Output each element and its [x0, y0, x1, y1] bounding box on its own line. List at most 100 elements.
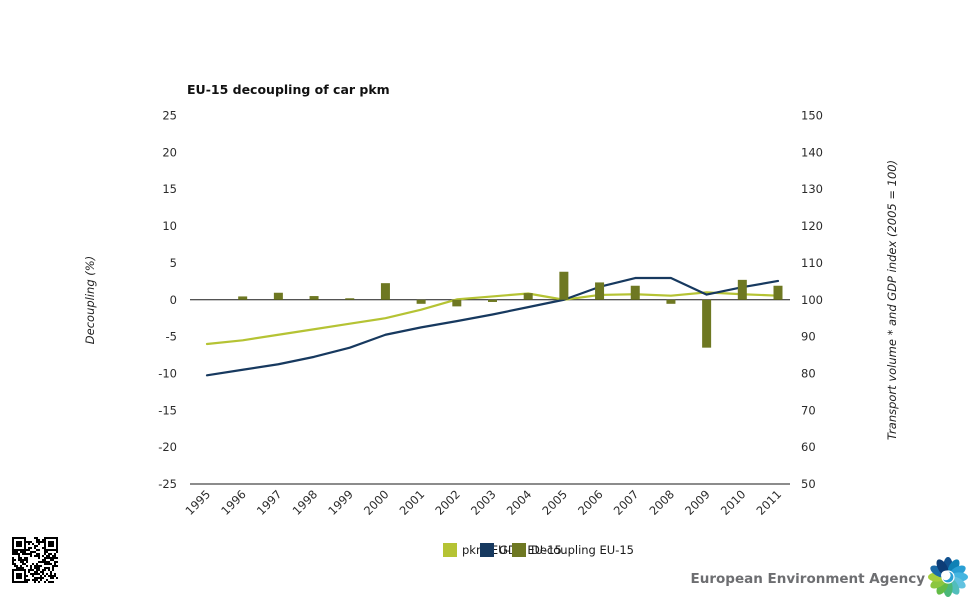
qr-module: [24, 543, 26, 545]
qr-module: [46, 551, 48, 553]
bar-2003: [488, 299, 497, 302]
qr-module: [54, 575, 56, 577]
qr-module: [52, 549, 54, 551]
qr-module: [46, 555, 48, 557]
qr-module: [36, 567, 38, 569]
qr-module: [52, 567, 54, 569]
qr-module: [38, 555, 40, 557]
qr-module: [44, 541, 46, 543]
qr-module: [32, 569, 34, 571]
qr-module: [12, 549, 14, 551]
y-tick-right-110: 110: [801, 256, 823, 270]
x-tick-2011: 2011: [754, 487, 785, 518]
qr-module: [18, 577, 20, 579]
qr-module: [46, 563, 48, 565]
qr-module: [18, 543, 20, 545]
qr-module: [54, 553, 56, 555]
qr-module: [56, 539, 58, 541]
qr-module: [48, 563, 50, 565]
qr-module: [44, 563, 46, 565]
bar-2005: [559, 271, 569, 300]
qr-module: [38, 565, 40, 567]
chart-title: EU-15 decoupling of car pkm: [187, 82, 390, 97]
qr-module: [36, 577, 38, 579]
qr-module: [52, 555, 54, 557]
bar-2011: [773, 285, 783, 300]
x-tick-2010: 2010: [718, 487, 749, 518]
qr-module: [36, 569, 38, 571]
qr-module: [54, 555, 56, 557]
qr-module: [44, 575, 46, 577]
qr-module: [56, 543, 58, 545]
x-tick-2000: 2000: [361, 487, 392, 518]
qr-module: [52, 543, 54, 545]
qr-module: [54, 563, 56, 565]
qr-module: [28, 549, 30, 551]
qr-module: [12, 537, 14, 539]
qr-module: [26, 581, 28, 583]
y-tick-left--10: -10: [158, 366, 177, 380]
x-tick-2008: 2008: [646, 487, 677, 518]
qr-module: [18, 545, 20, 547]
qr-module: [48, 549, 50, 551]
qr-module: [42, 577, 44, 579]
legend-label-decoupling: Decoupling EU-15: [531, 543, 634, 557]
qr-module: [54, 537, 56, 539]
y-tick-left--25: -25: [158, 477, 177, 491]
qr-module: [38, 581, 40, 583]
qr-module: [20, 561, 22, 563]
qr-module: [56, 577, 58, 579]
qr-module: [16, 575, 18, 577]
qr-module: [34, 567, 36, 569]
qr-module: [30, 573, 32, 575]
qr-module: [56, 551, 58, 553]
bar-1998: [309, 296, 319, 300]
qr-module: [34, 577, 36, 579]
qr-module: [28, 569, 30, 571]
bar-2002: [452, 299, 462, 307]
qr-module: [20, 543, 22, 545]
qr-module: [40, 571, 42, 573]
qr-module: [44, 581, 46, 583]
qr-module: [52, 577, 54, 579]
qr-module: [44, 539, 46, 541]
qr-module: [48, 569, 50, 571]
qr-module: [26, 557, 28, 559]
qr-module: [22, 559, 24, 561]
qr-module: [50, 557, 52, 559]
qr-module: [42, 569, 44, 571]
qr-module: [56, 547, 58, 549]
qr-module: [52, 565, 54, 567]
qr-module: [34, 573, 36, 575]
qr-module: [42, 573, 44, 575]
qr-module: [24, 545, 26, 547]
qr-module: [16, 543, 18, 545]
qr-module: [52, 537, 54, 539]
qr-module: [38, 561, 40, 563]
qr-module: [54, 573, 56, 575]
qr-module: [48, 553, 50, 555]
bar-2007: [630, 285, 640, 300]
qr-module: [50, 559, 52, 561]
qr-module: [26, 559, 28, 561]
y-tick-right-100: 100: [801, 293, 823, 307]
qr-module: [48, 545, 50, 547]
qr-module: [16, 545, 18, 547]
qr-module: [30, 569, 32, 571]
qr-module: [28, 571, 30, 573]
y-tick-right-50: 50: [801, 477, 816, 491]
qr-module: [26, 553, 28, 555]
qr-module: [14, 549, 16, 551]
qr-module: [18, 559, 20, 561]
qr-module: [16, 569, 18, 571]
qr-module: [32, 573, 34, 575]
x-tick-2001: 2001: [397, 487, 428, 518]
qr-module: [48, 543, 50, 545]
qr-module: [24, 537, 26, 539]
qr-module: [30, 567, 32, 569]
qr-module: [44, 543, 46, 545]
qr-module: [24, 563, 26, 565]
qr-module: [48, 561, 50, 563]
qr-module: [26, 565, 28, 567]
